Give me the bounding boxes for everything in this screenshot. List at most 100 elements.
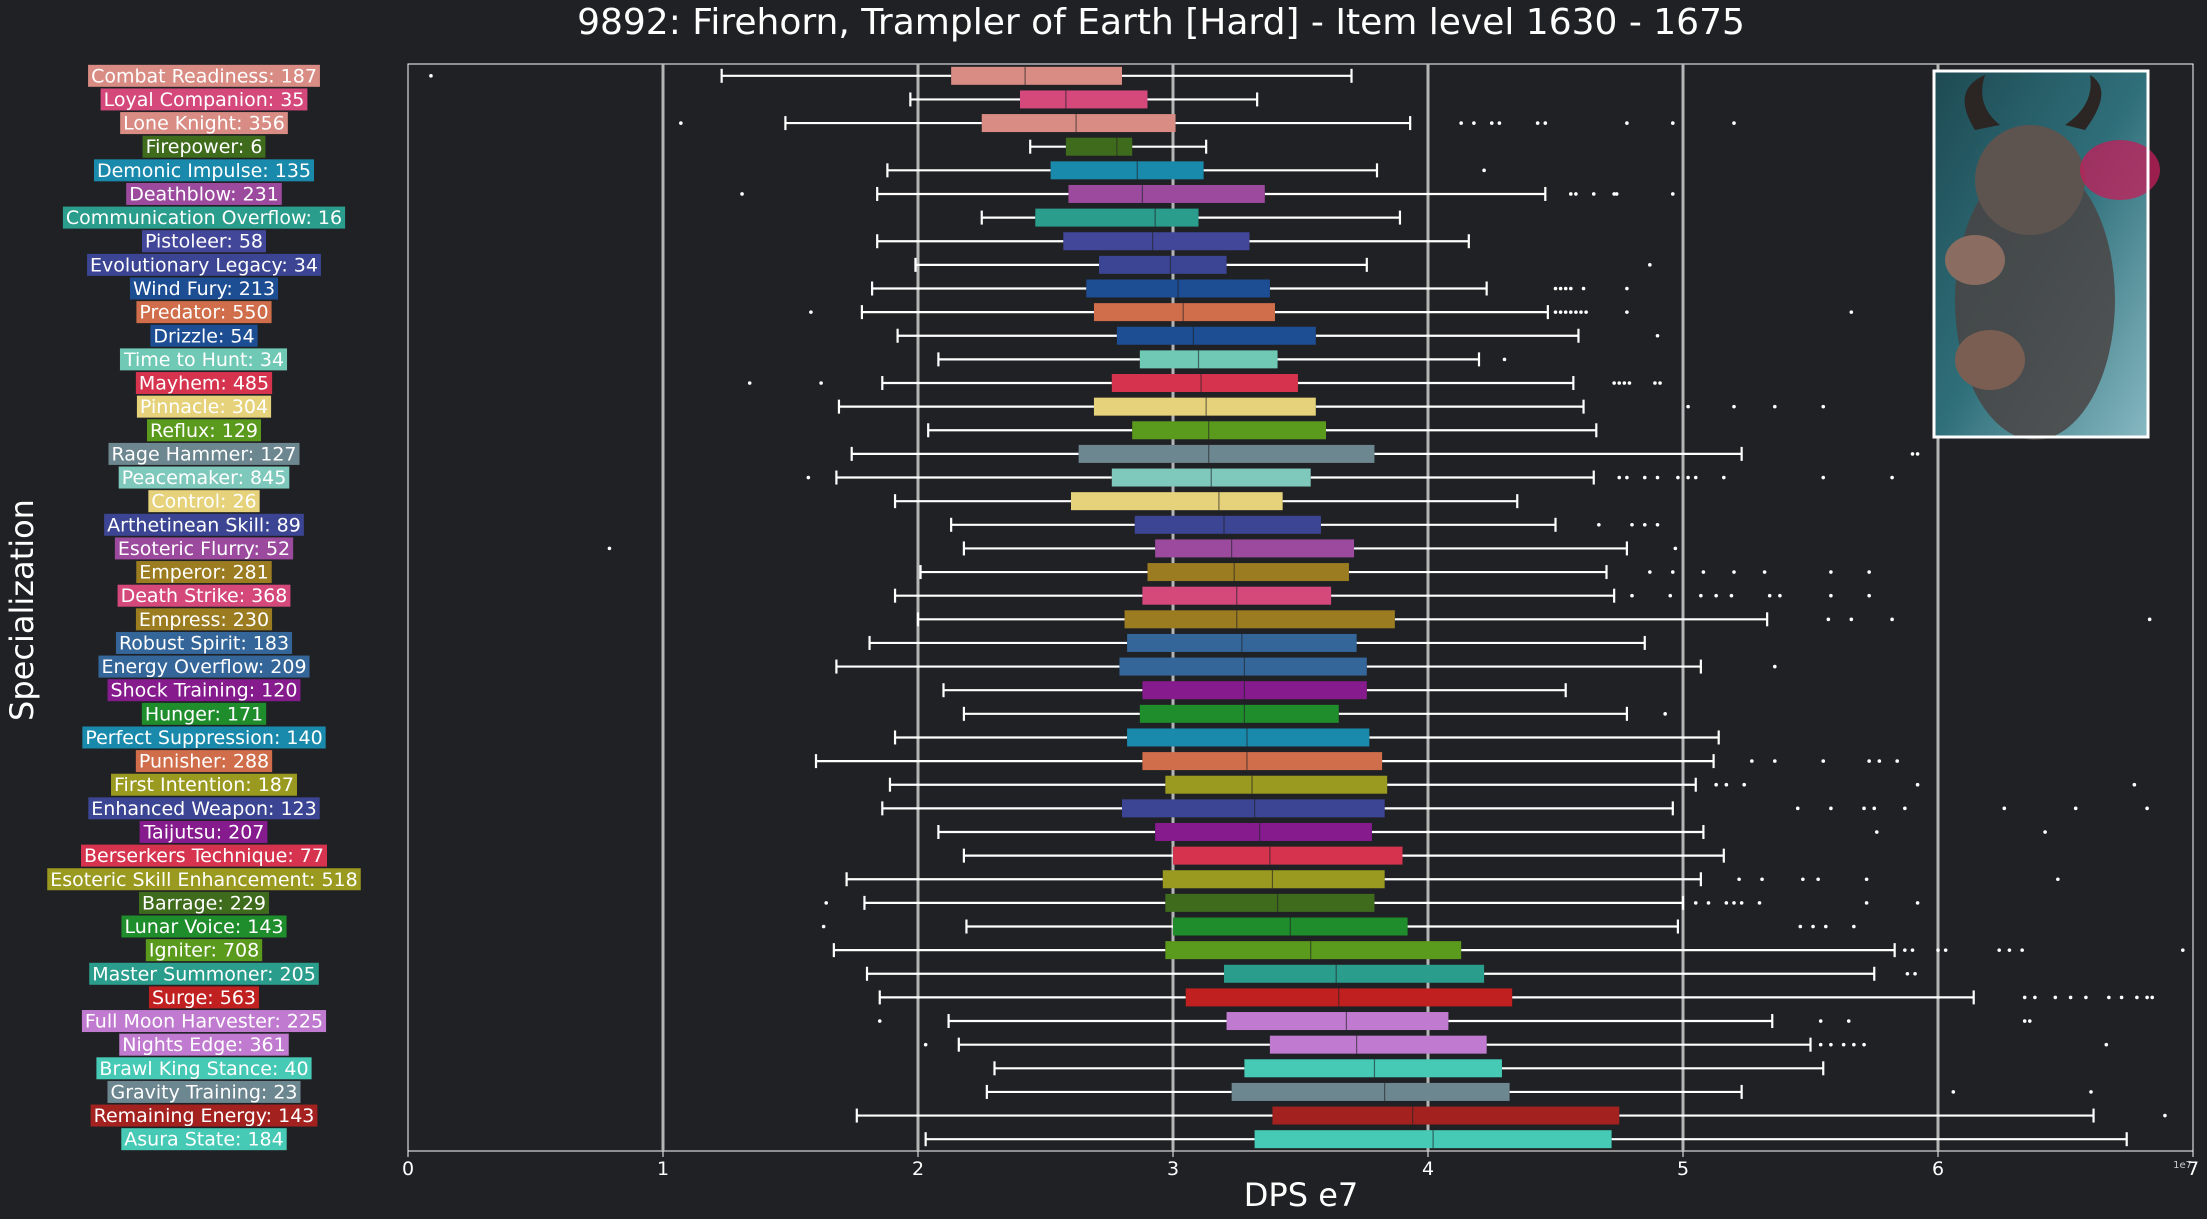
outlier-point xyxy=(877,1019,882,1023)
box-series xyxy=(855,1106,2167,1125)
outlier-point xyxy=(1535,121,1540,125)
category-label: Loyal Companion: 35 xyxy=(100,88,308,111)
category-label-bg xyxy=(93,159,315,182)
outlier-point xyxy=(1563,310,1568,314)
box-series xyxy=(806,468,1894,487)
category-label-bg xyxy=(121,915,287,938)
outlier-point xyxy=(1910,452,1915,456)
category-label-bg xyxy=(141,702,267,725)
outlier-point xyxy=(1867,570,1871,574)
category-label-text: Esoteric Skill Enhancement: 518 xyxy=(50,869,358,891)
category-label-bg xyxy=(126,182,282,205)
box-series xyxy=(893,492,1519,511)
category-label: Predator: 550 xyxy=(136,301,272,324)
outlier-point xyxy=(1732,901,1736,905)
outlier-point xyxy=(1655,475,1660,480)
category-label-bg xyxy=(87,253,321,276)
box xyxy=(1139,350,1278,369)
outlier-point xyxy=(1569,192,1573,196)
category-label-bg xyxy=(150,324,258,347)
category-label-bg xyxy=(148,986,260,1009)
category-label: Lone Knight: 356 xyxy=(120,112,288,135)
outlier-point xyxy=(1630,522,1634,527)
box-series xyxy=(821,917,1856,936)
outlier-point xyxy=(1877,759,1882,763)
outlier-point xyxy=(1655,333,1660,338)
outlier-point xyxy=(1722,475,1726,480)
category-label: Barrage: 229 xyxy=(138,891,270,914)
box xyxy=(1165,775,1388,794)
category-label-text: Master Summoner: 205 xyxy=(92,963,316,985)
box-series xyxy=(962,704,1667,723)
outlier-point xyxy=(1648,263,1652,267)
outlier-point xyxy=(1829,570,1833,574)
category-label: Enhanced Weapon: 123 xyxy=(88,797,320,820)
box xyxy=(1155,539,1355,558)
outlier-point xyxy=(1655,522,1660,527)
box-series xyxy=(914,255,1652,274)
outlier-point xyxy=(1915,452,1920,456)
category-label-text: Enhanced Weapon: 123 xyxy=(91,798,316,820)
outlier-point xyxy=(1829,593,1833,598)
outlier-point xyxy=(1569,310,1573,314)
outlier-point xyxy=(1558,286,1563,291)
category-label-text: First Intention: 187 xyxy=(114,774,294,796)
outlier-point xyxy=(2084,995,2088,1000)
category-label-bg xyxy=(98,655,310,678)
category-label: Berserkers Technique: 77 xyxy=(81,844,327,867)
category-label-text: Asura State: 184 xyxy=(124,1129,283,1151)
category-label: Pinnacle: 304 xyxy=(136,395,272,418)
box xyxy=(1272,1106,1620,1125)
outlier-point xyxy=(1673,546,1678,551)
category-label: Taijutsu: 207 xyxy=(139,820,268,843)
box xyxy=(1127,728,1370,747)
category-label-bg xyxy=(135,750,273,773)
outlier-point xyxy=(1714,782,1718,787)
category-label-text: Evolutionary Legacy: 34 xyxy=(90,254,318,276)
category-label: Punisher: 288 xyxy=(135,750,273,773)
category-label: Esoteric Flurry: 52 xyxy=(114,537,294,560)
category-label-text: Drizzle: 54 xyxy=(153,325,254,347)
outlier-point xyxy=(1706,901,1711,905)
box-series xyxy=(923,1035,2109,1054)
outlier-point xyxy=(1714,593,1718,598)
outlier-point xyxy=(2043,830,2047,834)
box xyxy=(1231,1082,1510,1101)
outlier-point xyxy=(1862,806,1866,811)
category-label-bg xyxy=(115,631,293,654)
category-label: Demonic Impulse: 135 xyxy=(93,159,315,182)
outlier-point xyxy=(1750,759,1754,763)
box xyxy=(1093,397,1316,416)
category-label-bg xyxy=(90,1104,318,1127)
outlier-point xyxy=(1622,381,1627,385)
outlier-point xyxy=(1642,475,1647,480)
outlier-point xyxy=(1821,475,1826,480)
category-label-bg xyxy=(129,277,279,300)
outlier-point xyxy=(821,924,826,929)
chart-title: 9892: Firehorn, Trampler of Earth [Hard]… xyxy=(577,2,1745,43)
outlier-point xyxy=(1597,522,1601,527)
category-label-text: Lunar Voice: 143 xyxy=(124,916,283,938)
category-label: Rage Hammer: 127 xyxy=(108,442,300,465)
category-label-text: Brawl King Stance: 40 xyxy=(99,1058,308,1080)
box-series xyxy=(924,1130,2128,1149)
category-label: Firepower: 6 xyxy=(142,135,266,158)
category-label: Brawl King Stance: 40 xyxy=(96,1057,312,1080)
outlier-point xyxy=(2147,617,2152,622)
box xyxy=(1078,444,1375,463)
outlier-point xyxy=(1482,168,1486,173)
box xyxy=(1132,421,1326,440)
category-label-bg xyxy=(142,135,266,158)
box xyxy=(1119,657,1367,676)
category-label-text: Peacemaker: 845 xyxy=(122,467,287,489)
outlier-point xyxy=(1614,192,1619,196)
outlier-point xyxy=(1724,901,1729,905)
category-label-bg xyxy=(111,773,297,796)
outlier-point xyxy=(2007,948,2012,952)
outlier-point xyxy=(1841,1042,1846,1047)
category-label-text: Full Moon Harvester: 225 xyxy=(85,1011,323,1033)
box-series xyxy=(824,893,1920,912)
category-label-text: Punisher: 288 xyxy=(139,751,269,773)
box xyxy=(1065,137,1133,156)
